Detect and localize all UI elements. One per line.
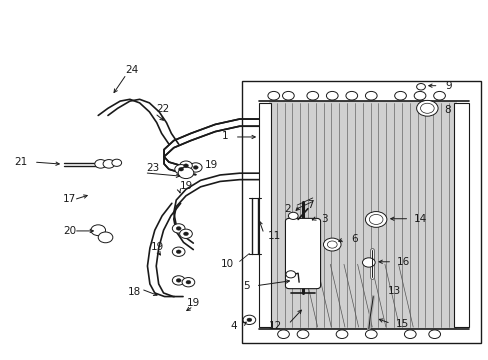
Text: 23: 23 — [146, 163, 159, 173]
FancyBboxPatch shape — [285, 219, 320, 289]
Circle shape — [285, 271, 295, 278]
Text: 7: 7 — [306, 200, 313, 210]
Text: 16: 16 — [396, 257, 409, 267]
Circle shape — [413, 91, 425, 100]
Circle shape — [277, 330, 289, 338]
Text: 4: 4 — [230, 321, 237, 331]
Circle shape — [327, 241, 336, 248]
Circle shape — [183, 232, 188, 235]
Circle shape — [172, 247, 184, 256]
Text: 19: 19 — [151, 242, 164, 252]
Text: 11: 11 — [267, 231, 281, 240]
Circle shape — [416, 100, 437, 116]
Text: 1: 1 — [222, 131, 228, 141]
Text: 21: 21 — [14, 157, 27, 167]
Circle shape — [185, 280, 190, 284]
Circle shape — [176, 226, 181, 230]
Circle shape — [98, 232, 113, 243]
Text: 19: 19 — [186, 298, 200, 308]
Circle shape — [178, 167, 193, 179]
Text: 12: 12 — [269, 321, 282, 331]
Text: 9: 9 — [445, 81, 451, 91]
Text: 3: 3 — [321, 215, 327, 224]
Circle shape — [416, 84, 425, 90]
Circle shape — [183, 164, 188, 167]
Circle shape — [172, 276, 184, 285]
Circle shape — [345, 91, 357, 100]
Circle shape — [365, 212, 386, 227]
Circle shape — [103, 159, 115, 168]
Text: 24: 24 — [125, 64, 139, 75]
Circle shape — [91, 225, 105, 235]
Circle shape — [326, 91, 337, 100]
Circle shape — [297, 330, 308, 338]
Circle shape — [95, 159, 106, 168]
Circle shape — [189, 163, 202, 172]
Circle shape — [306, 91, 318, 100]
Text: 10: 10 — [220, 259, 233, 269]
Text: 2: 2 — [284, 204, 290, 215]
Circle shape — [420, 103, 433, 113]
Circle shape — [394, 91, 406, 100]
Text: 19: 19 — [204, 160, 217, 170]
Circle shape — [193, 166, 198, 169]
Circle shape — [288, 212, 298, 220]
Circle shape — [246, 318, 251, 321]
Circle shape — [365, 330, 376, 338]
Bar — [453, 103, 468, 327]
Circle shape — [282, 91, 294, 100]
Circle shape — [362, 258, 374, 267]
Text: 14: 14 — [413, 214, 427, 224]
Text: 22: 22 — [156, 104, 169, 114]
Circle shape — [368, 215, 382, 225]
Bar — [259, 103, 271, 327]
Text: 5: 5 — [242, 281, 249, 291]
Circle shape — [112, 159, 122, 166]
Text: 18: 18 — [128, 287, 141, 297]
Circle shape — [179, 161, 192, 170]
Text: 19: 19 — [180, 181, 193, 191]
Circle shape — [174, 165, 187, 174]
Text: 6: 6 — [350, 234, 357, 244]
Circle shape — [404, 330, 415, 338]
Circle shape — [178, 167, 183, 171]
Circle shape — [176, 250, 181, 253]
Circle shape — [365, 91, 376, 100]
Circle shape — [172, 224, 184, 233]
Circle shape — [176, 279, 181, 282]
Circle shape — [182, 278, 194, 287]
Text: 15: 15 — [395, 319, 408, 329]
Circle shape — [335, 330, 347, 338]
Circle shape — [267, 91, 279, 100]
Circle shape — [428, 330, 440, 338]
Circle shape — [243, 315, 255, 324]
Circle shape — [433, 91, 445, 100]
Circle shape — [179, 229, 192, 238]
Text: 17: 17 — [63, 194, 76, 204]
Text: 8: 8 — [444, 105, 450, 115]
Text: 13: 13 — [386, 286, 400, 296]
Text: 20: 20 — [63, 226, 76, 236]
Bar — [242, 81, 480, 343]
Bar — [268, 101, 456, 329]
Circle shape — [323, 238, 340, 251]
